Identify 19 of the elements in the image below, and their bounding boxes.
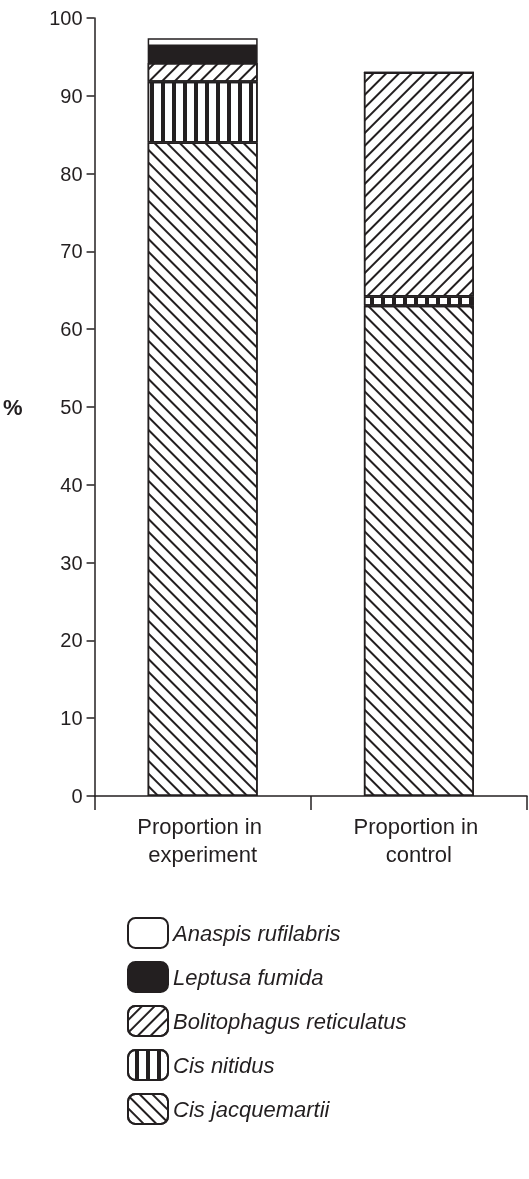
y-tick-label: 10 [60, 707, 83, 730]
y-tick-label: 100 [49, 7, 83, 29]
y-tick-label: 70 [60, 240, 83, 263]
y-tick-label: 50 [60, 396, 83, 418]
x-tick-label: Proportion in experiment [137, 813, 269, 867]
legend-label: Cis jacquemartii [173, 1096, 331, 1122]
y-tick-label: 0 [71, 785, 83, 807]
x-tick-label: Proportion in control [353, 813, 485, 867]
y-tick-label: 60 [60, 318, 83, 341]
legend-label: Bolitophagus reticulatus [173, 1008, 407, 1034]
y-tick-label: 30 [60, 551, 83, 574]
legend-label: Cis nitidus [173, 1052, 275, 1078]
y-tick-label: 40 [60, 473, 83, 496]
y-tick-label: 80 [60, 162, 83, 185]
y-tick-label: 20 [60, 629, 83, 652]
legend-label: Anaspis rufilabris [171, 920, 341, 946]
y-axis-title: % [3, 394, 23, 420]
y-tick-label: 90 [60, 84, 83, 107]
legend-label: Leptusa fumida [173, 964, 324, 990]
